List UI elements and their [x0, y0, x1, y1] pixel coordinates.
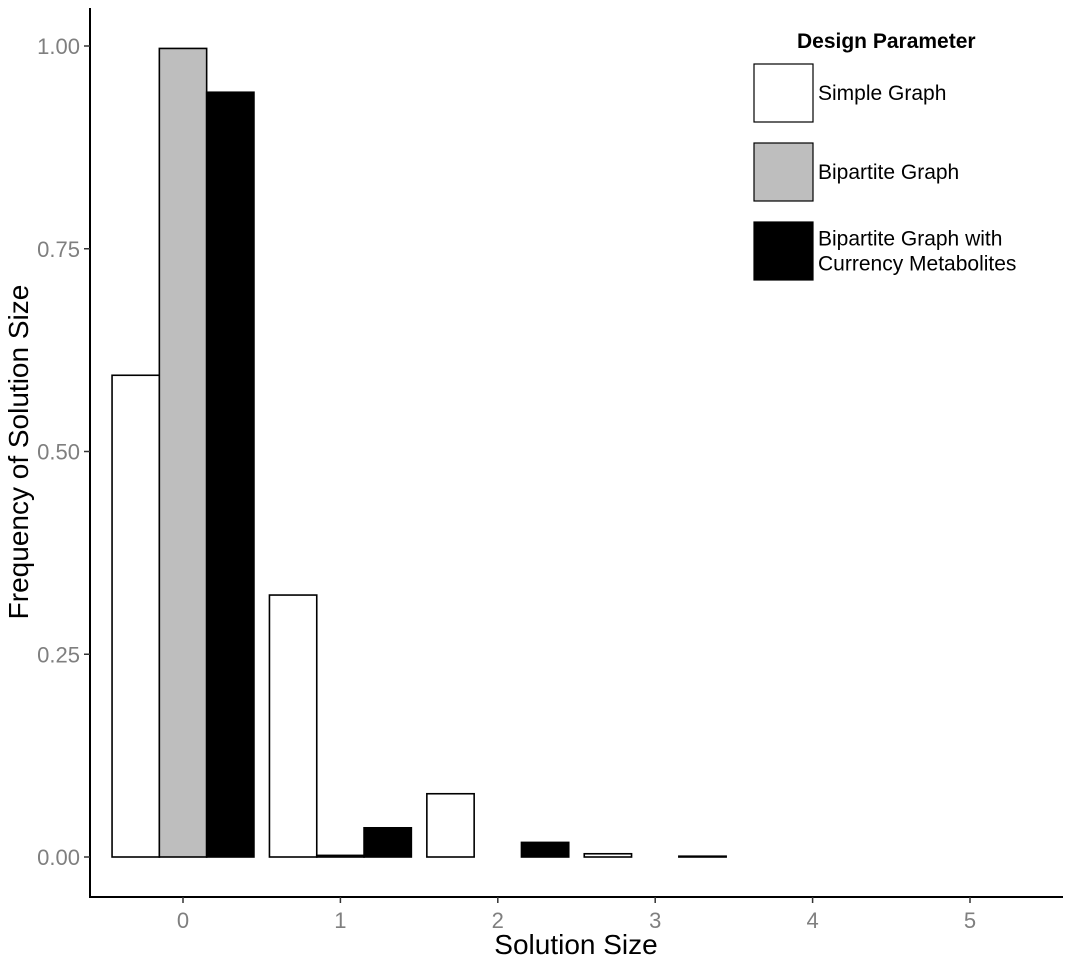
y-tick-label: 0.50: [37, 440, 80, 465]
x-tick-label: 2: [492, 908, 504, 933]
x-axis-title: Solution Size: [494, 929, 657, 960]
legend-label-1: Simple Graph: [818, 82, 946, 105]
bar-1-1: [268, 594, 318, 858]
x-tick-label: 4: [806, 908, 818, 933]
bar-3-1: [363, 826, 413, 858]
y-tick-label: 0.75: [37, 237, 80, 262]
legend-title: Design Parameter: [797, 30, 976, 53]
x-tick-label: 5: [964, 908, 976, 933]
y-tick-label: 0.25: [37, 642, 80, 667]
bar-3-3: [678, 855, 727, 858]
x-tick-label: 1: [334, 908, 346, 933]
legend: Design Parameter Simple Graph Bipartite G…: [753, 30, 1016, 281]
legend-label-2: Bipartite Graph: [818, 161, 959, 184]
bars-layer: [111, 47, 727, 858]
bar-1-2: [426, 792, 475, 858]
legend-key-3: [753, 221, 814, 281]
bar-2-1: [315, 854, 365, 858]
y-tick-label: 0.00: [37, 845, 80, 870]
legend-key-2: [753, 142, 814, 202]
y-tick-label: 1.00: [37, 34, 80, 59]
bar-1-0: [111, 374, 161, 858]
x-axis-ticks: 0 1 2 3 4 5: [177, 897, 976, 933]
legend-label-3: Bipartite Graph with Currency Metabolites: [818, 228, 1016, 276]
y-axis-ticks: 0.00 0.25 0.50 0.75 1.00: [37, 34, 90, 870]
bar-2-0: [158, 47, 208, 858]
bar-3-2: [520, 841, 570, 858]
x-tick-label: 0: [177, 908, 189, 933]
legend-key-1: [753, 63, 814, 123]
y-axis-title: Frequency of Solution Size: [3, 285, 34, 620]
bar-1-3: [583, 852, 633, 858]
bar-3-0: [205, 91, 255, 858]
x-tick-label: 3: [649, 908, 661, 933]
